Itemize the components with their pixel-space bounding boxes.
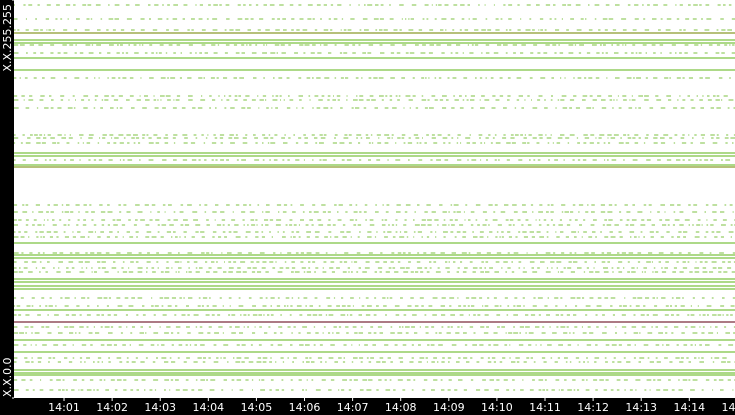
x-axis-bar — [0, 398, 735, 415]
x-tick-label: 14:05 — [241, 401, 273, 414]
x-tick-label: 14:02 — [96, 401, 128, 414]
x-tick-label: 14:04 — [192, 401, 224, 414]
y-tick-label: X.X.0.0 — [1, 357, 14, 397]
x-tick-label: 14:03 — [144, 401, 176, 414]
x-tick-label: 14:10 — [481, 401, 513, 414]
x-tick-label: 14:06 — [289, 401, 321, 414]
x-tick-label: 14:07 — [337, 401, 369, 414]
x-tick-label: 14:08 — [385, 401, 417, 414]
x-tick-label: 14:09 — [433, 401, 465, 414]
x-tick-label: 14:11 — [529, 401, 561, 414]
x-tick-label: 14:12 — [577, 401, 609, 414]
x-tick-label: 14:01 — [48, 401, 80, 414]
y-tick-label: X.X.255.255 — [1, 4, 14, 72]
x-tick-label: 14:15 — [722, 401, 735, 414]
x-tick-label: 14:14 — [673, 401, 705, 414]
plot-area — [14, 0, 735, 398]
x-tick-label: 14:13 — [625, 401, 657, 414]
y-axis-bar — [0, 0, 14, 415]
